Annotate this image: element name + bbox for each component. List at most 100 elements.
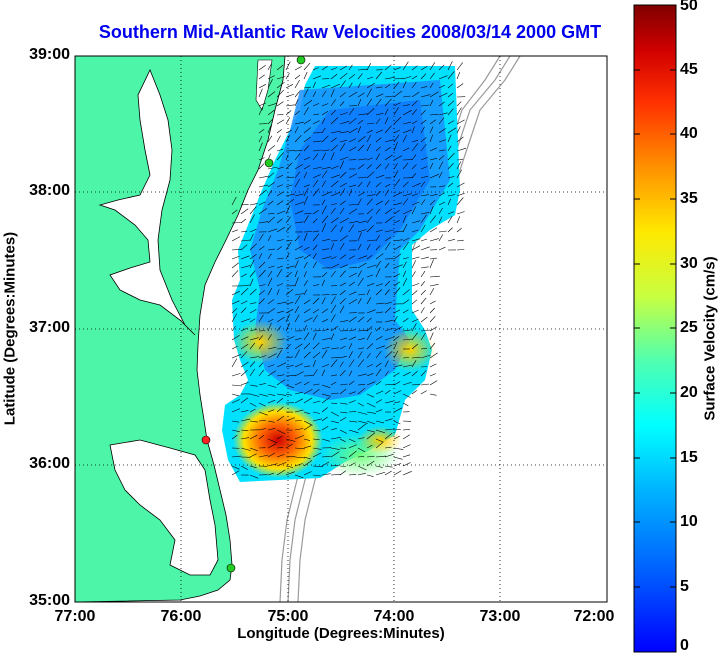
velocity-vector (285, 322, 291, 332)
velocity-vector (357, 387, 366, 395)
velocity-vector (411, 299, 418, 305)
velocity-vector (240, 361, 249, 368)
velocity-vector (366, 326, 373, 332)
velocity-vector (312, 218, 318, 224)
velocity-vector (348, 291, 357, 296)
velocity-vector (312, 342, 320, 350)
velocity-vector (294, 193, 304, 197)
velocity-vector (330, 304, 337, 314)
velocity-vector (438, 64, 445, 71)
velocity-vector (321, 294, 330, 296)
velocity-vector (249, 229, 257, 233)
velocity-vector (402, 181, 409, 188)
velocity-vector (402, 76, 412, 80)
velocity-vector (357, 126, 362, 134)
velocity-vector (420, 94, 431, 98)
velocity-vector (330, 165, 339, 170)
grid-lines (75, 56, 607, 602)
velocity-vector (384, 163, 390, 170)
velocity-vector (447, 92, 454, 98)
velocity-vector (321, 438, 330, 442)
velocity-vector (303, 420, 313, 426)
velocity-vector (393, 447, 404, 450)
velocity-vector (456, 119, 465, 125)
velocity-vector (348, 316, 357, 323)
velocity-vector (357, 181, 363, 188)
velocity-vector (258, 402, 266, 407)
velocity-vector (321, 272, 328, 278)
velocity-vector (303, 213, 312, 215)
velocity-vector (303, 156, 310, 161)
velocity-vector (276, 429, 286, 435)
velocity-vector (321, 369, 325, 377)
velocity-vector (330, 374, 338, 377)
velocity-vector (429, 91, 439, 98)
velocity-vector (294, 210, 304, 215)
velocity-vector (294, 277, 299, 287)
colorbar-tick-label: 45 (680, 61, 698, 78)
velocity-vector (249, 420, 258, 423)
velocity-vector (312, 210, 319, 215)
velocity-vector (240, 429, 249, 432)
x-tick-label: 74:00 (373, 608, 415, 625)
velocity-vector (321, 199, 326, 206)
velocity-vector (375, 153, 380, 161)
velocity-vector (339, 438, 346, 442)
velocity-vector (411, 182, 421, 188)
velocity-vector (411, 283, 420, 287)
velocity-vector (456, 136, 464, 143)
velocity-vector (375, 71, 383, 80)
velocity-vector (456, 216, 461, 224)
velocity-vector (285, 265, 295, 269)
velocity-vector (375, 200, 383, 206)
velocity-vector (267, 213, 275, 215)
velocity-vector (348, 221, 359, 224)
velocity-vector (420, 366, 428, 368)
velocity-vector (420, 181, 426, 188)
velocity-vector (420, 390, 427, 395)
velocity-vector (429, 215, 437, 224)
velocity-vector (330, 89, 335, 98)
velocity-vector (357, 198, 362, 206)
velocity-vector (258, 246, 265, 251)
velocity-vector (258, 428, 266, 431)
velocity-vector (393, 230, 404, 233)
velocity-vector (240, 307, 247, 314)
velocity-vector (240, 336, 249, 341)
velocity-vector (285, 225, 292, 233)
velocity-vector (285, 302, 294, 305)
velocity-vector (231, 270, 239, 278)
velocity-vector (447, 100, 455, 107)
velocity-vector (420, 199, 426, 206)
velocity-vector (276, 362, 287, 368)
velocity-vector (384, 370, 389, 377)
velocity-vector (420, 270, 426, 278)
velocity-vector (321, 328, 330, 332)
velocity-vector (339, 270, 346, 278)
velocity-vector (285, 465, 294, 468)
velocity-vector (429, 227, 438, 233)
velocity-vector (375, 129, 383, 134)
velocity-vector (375, 260, 382, 269)
velocity-vector (321, 319, 328, 323)
velocity-vector (258, 454, 269, 458)
velocity-vector (240, 204, 249, 206)
velocity-vector (312, 297, 320, 305)
velocity-vector (294, 153, 301, 161)
velocity-vector (357, 144, 365, 152)
station-marker (296, 55, 306, 65)
velocity-vector (276, 447, 284, 449)
velocity-vector (294, 245, 303, 251)
velocity-vector (258, 189, 267, 197)
velocity-vector (294, 221, 304, 224)
velocity-vector (321, 397, 330, 404)
velocity-vector (438, 171, 443, 179)
velocity-vector (366, 343, 374, 350)
velocity-vector (258, 184, 269, 188)
colorbar-tick-label: 5 (680, 578, 689, 595)
velocity-vector (267, 109, 275, 116)
velocity-vector (339, 345, 346, 350)
velocity-vector (249, 465, 257, 469)
velocity-vector (420, 354, 431, 359)
velocity-vector (285, 129, 292, 134)
